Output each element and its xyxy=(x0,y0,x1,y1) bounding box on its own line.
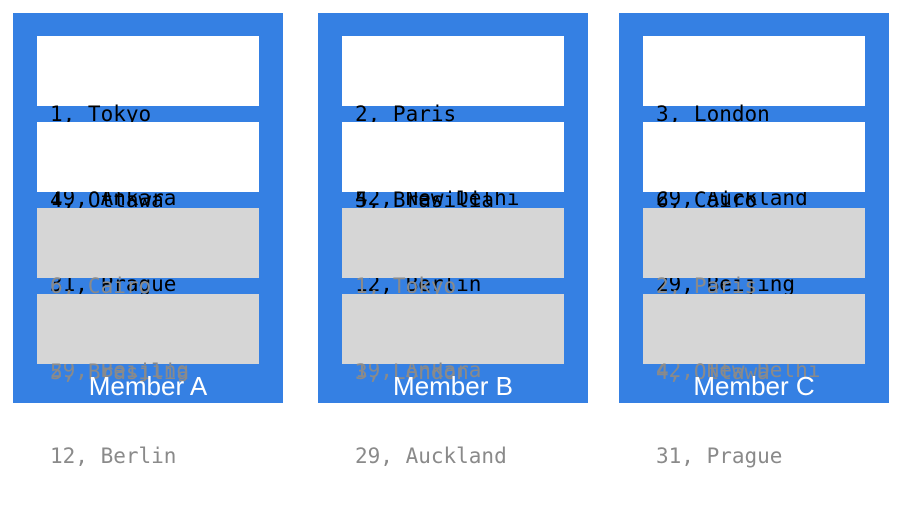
card-list-b: 2, Paris 42, New Delhi 5, Brasilia 12, B… xyxy=(342,36,564,468)
member-panel-c-label: Member C xyxy=(693,371,815,401)
card-b-4[interactable]: 3, London 29, Auckland xyxy=(342,294,564,468)
member-panel-c: 3, London 29, Auckland 6, Cairo 29, Beij… xyxy=(619,13,889,468)
card-c-4-line-2: 31, Prague xyxy=(656,444,783,468)
member-panels-board: 1, Tokyo 19, Ankara 4, Ottawa 31, Prague… xyxy=(13,13,889,468)
card-b-4-line-2: 29, Auckland xyxy=(355,444,507,468)
card-a-2[interactable]: 4, Ottawa 31, Prague xyxy=(37,122,259,296)
card-a-4-line-1: 5, Brasilia xyxy=(50,360,190,384)
card-c-1[interactable]: 3, London 29, Auckland xyxy=(643,36,865,210)
card-list-c: 3, London 29, Auckland 6, Cairo 29, Beij… xyxy=(643,36,865,468)
member-panel-b: 2, Paris 42, New Delhi 5, Brasilia 12, B… xyxy=(318,13,588,468)
card-a-4-line-2: 12, Berlin xyxy=(50,444,177,468)
card-b-3[interactable]: 1, Tokyo 19, Ankara xyxy=(342,208,564,382)
card-c-4[interactable]: 4, Ottawa 31, Prague xyxy=(643,294,865,468)
member-panel-a-label: Member A xyxy=(88,371,208,401)
card-c-4-line-1: 4, Ottawa xyxy=(656,360,770,384)
card-a-4[interactable]: 5, Brasilia 12, Berlin xyxy=(37,294,259,468)
card-a-1[interactable]: 1, Tokyo 19, Ankara xyxy=(37,36,259,210)
card-list-a: 1, Tokyo 19, Ankara 4, Ottawa 31, Prague… xyxy=(37,36,259,468)
card-c-3[interactable]: 2, Paris 42, New Delhi xyxy=(643,208,865,382)
card-b-2[interactable]: 5, Brasilia 12, Berlin xyxy=(342,122,564,296)
card-c-2[interactable]: 6, Cairo 29, Beijing xyxy=(643,122,865,296)
card-a-3[interactable]: 6, Cairo 29, Beijing xyxy=(37,208,259,382)
card-b-1[interactable]: 2, Paris 42, New Delhi xyxy=(342,36,564,210)
member-panel-b-label: Member B xyxy=(393,371,513,401)
member-panel-a: 1, Tokyo 19, Ankara 4, Ottawa 31, Prague… xyxy=(13,13,283,468)
card-b-4-line-1: 3, London xyxy=(355,360,469,384)
